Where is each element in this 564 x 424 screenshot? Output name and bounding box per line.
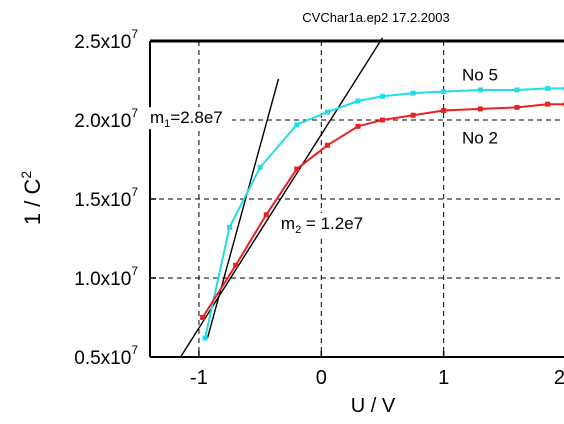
data-point-no-2 bbox=[233, 262, 239, 268]
data-point-no-5 bbox=[514, 87, 520, 93]
annotation-m2-value: = 1.2e7 bbox=[301, 214, 363, 233]
data-point-no-2 bbox=[200, 315, 206, 320]
annotation-m1: m1=2.8e7 bbox=[150, 108, 223, 130]
grid-lines bbox=[150, 41, 564, 357]
y-tick-label-base: 1.0x10 bbox=[74, 269, 131, 290]
annotation-no2: No 2 bbox=[462, 129, 498, 148]
y-tick-label: 1.5x107 bbox=[74, 185, 138, 211]
fit-lines bbox=[179, 37, 384, 358]
data-point-no-2 bbox=[263, 212, 269, 218]
y-tick-label-exponent: 7 bbox=[131, 27, 138, 41]
data-point-no-5 bbox=[257, 164, 263, 170]
data-point-no-2 bbox=[294, 166, 300, 172]
y-tick-label-exponent: 7 bbox=[131, 343, 138, 357]
data-point-no-2 bbox=[410, 112, 416, 118]
data-point-no-5 bbox=[294, 122, 300, 128]
y-tick-label-base: 0.5x10 bbox=[74, 348, 131, 369]
data-point-no-5 bbox=[441, 89, 447, 95]
data-point-no-5 bbox=[379, 93, 385, 99]
annotation-m1-symbol: m bbox=[150, 108, 164, 127]
data-point-no-2 bbox=[441, 108, 447, 114]
data-point-no-5 bbox=[410, 90, 416, 96]
fit-line-m2 bbox=[179, 37, 384, 358]
data-point-no-2 bbox=[379, 117, 385, 123]
y-tick-label-base: 2.5x10 bbox=[74, 32, 131, 53]
data-point-no-5 bbox=[202, 335, 208, 341]
series-line-no-5 bbox=[204, 87, 564, 339]
data-point-no-2 bbox=[545, 101, 551, 107]
data-point-no-2 bbox=[355, 123, 361, 129]
y-axis-label: 1 / C2 bbox=[18, 171, 45, 225]
x-tick-label: 2 bbox=[554, 367, 564, 389]
data-point-no-5 bbox=[545, 85, 551, 91]
data-point-no-5 bbox=[324, 109, 330, 115]
x-tick-label: -1 bbox=[190, 367, 208, 389]
data-series bbox=[200, 85, 564, 341]
y-tick-label-base: 1.5x10 bbox=[74, 190, 131, 211]
data-point-no-2 bbox=[477, 106, 483, 112]
y-tick-label: 0.5x107 bbox=[74, 343, 138, 369]
data-point-no-2 bbox=[324, 142, 330, 148]
series-line-no-2 bbox=[201, 103, 564, 319]
data-point-no-5 bbox=[227, 224, 233, 230]
y-tick-label-exponent: 7 bbox=[131, 185, 138, 199]
y-tick-label: 2.0x107 bbox=[74, 106, 138, 132]
y-tick-label: 1.0x107 bbox=[74, 264, 138, 290]
y-tick-label: 2.5x107 bbox=[74, 27, 138, 53]
chart-title: CVChar1a.ep2 17.2.2003 bbox=[302, 10, 449, 25]
annotation-m2-subscript: 2 bbox=[295, 224, 301, 236]
y-axis-label-exponent: 2 bbox=[18, 171, 34, 179]
x-tick-label: 0 bbox=[316, 367, 327, 389]
y-axis-label-main: 1 / C bbox=[20, 179, 45, 226]
y-tick-label-base: 2.0x10 bbox=[74, 111, 131, 132]
x-tick-label: 1 bbox=[438, 367, 449, 389]
y-tick-label-exponent: 7 bbox=[131, 106, 138, 120]
annotation-no5: No 5 bbox=[462, 66, 498, 85]
x-axis-label: U / V bbox=[351, 395, 396, 417]
y-tick-label-exponent: 7 bbox=[131, 264, 138, 278]
data-point-no-2 bbox=[514, 104, 520, 110]
annotation-m1-subscript: 1 bbox=[164, 118, 170, 130]
annotation-m1-value: =2.8e7 bbox=[170, 108, 222, 127]
annotation-m2-background bbox=[278, 213, 382, 236]
annotation-m2: m2 = 1.2e7 bbox=[281, 214, 363, 236]
data-point-no-5 bbox=[477, 87, 483, 93]
annotation-m1-background bbox=[148, 107, 232, 130]
data-point-no-5 bbox=[355, 98, 361, 104]
annotation-m2-symbol: m bbox=[281, 214, 295, 233]
